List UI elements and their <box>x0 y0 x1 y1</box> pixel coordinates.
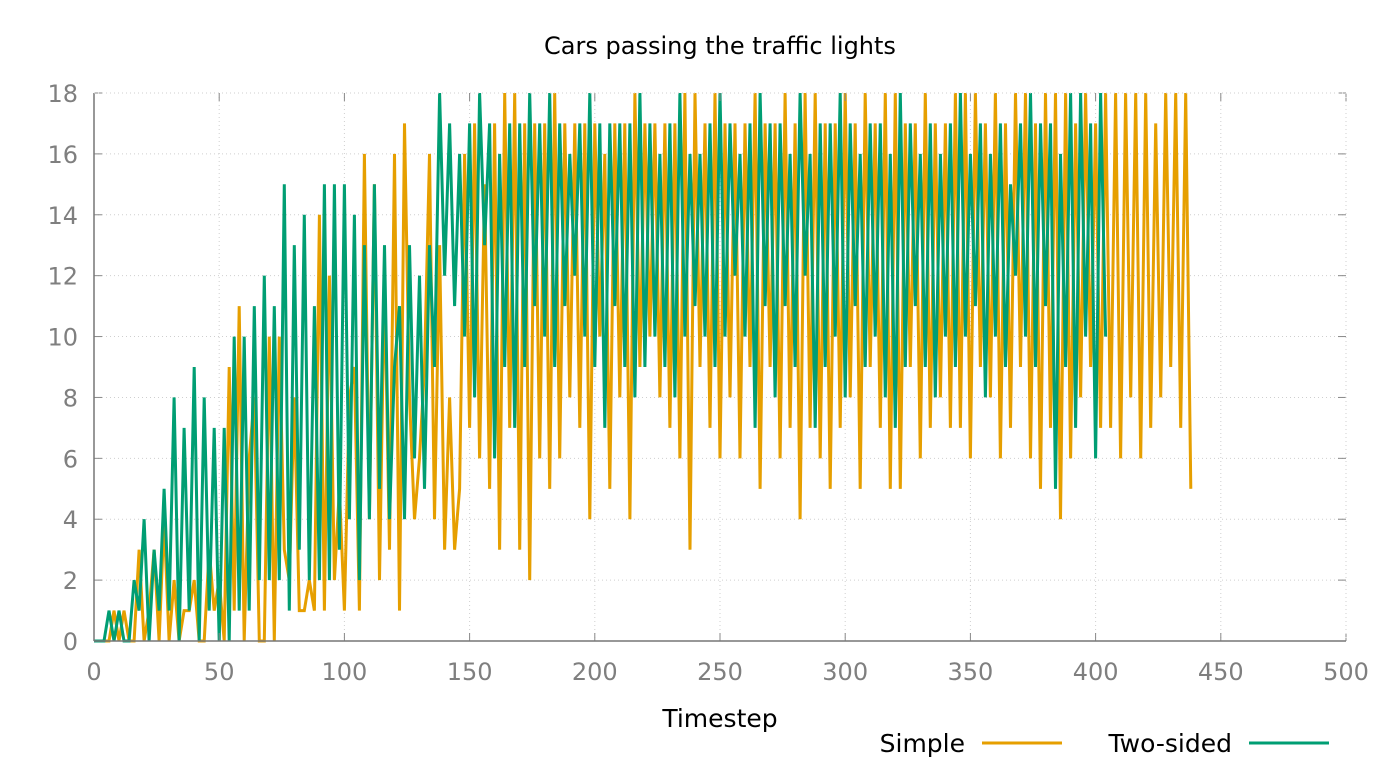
x-tick-label: 350 <box>947 658 993 686</box>
x-tick-label: 450 <box>1198 658 1244 686</box>
chart-title: Cars passing the traffic lights <box>544 32 896 60</box>
x-tick-label: 500 <box>1323 658 1369 686</box>
y-tick-labels: 0 2 4 6 8 10 12 14 16 18 <box>47 80 78 656</box>
y-tick-label: 16 <box>47 141 78 169</box>
x-tick-label: 400 <box>1073 658 1119 686</box>
y-tick-label: 10 <box>47 324 78 352</box>
y-tick-label: 6 <box>63 445 78 473</box>
legend-label-simple: Simple <box>880 729 965 758</box>
x-tick-label: 100 <box>321 658 367 686</box>
x-tick-label: 250 <box>697 658 743 686</box>
y-tick-label: 14 <box>47 202 78 230</box>
x-tick-label: 200 <box>572 658 618 686</box>
y-tick-label: 12 <box>47 263 78 291</box>
series-line-two-sided <box>94 92 1108 643</box>
y-tick-label: 8 <box>63 384 78 412</box>
y-tick-label: 4 <box>63 506 78 534</box>
series-layer <box>94 92 1193 643</box>
x-axis-title: Timestep <box>661 704 777 733</box>
x-tick-label: 0 <box>86 658 101 686</box>
legend-label-twosided: Two-sided <box>1108 729 1232 758</box>
axes <box>93 92 1347 642</box>
y-tick-label: 18 <box>47 80 78 108</box>
y-tick-label: 2 <box>63 567 78 595</box>
x-tick-label: 50 <box>204 658 235 686</box>
legend: Simple Two-sided <box>880 729 1329 758</box>
y-tick-label: 0 <box>63 628 78 656</box>
x-tick-labels: 0 50 100 150 200 250 300 350 400 450 500 <box>86 658 1369 686</box>
x-tick-label: 150 <box>447 658 493 686</box>
x-tick-label: 300 <box>822 658 868 686</box>
